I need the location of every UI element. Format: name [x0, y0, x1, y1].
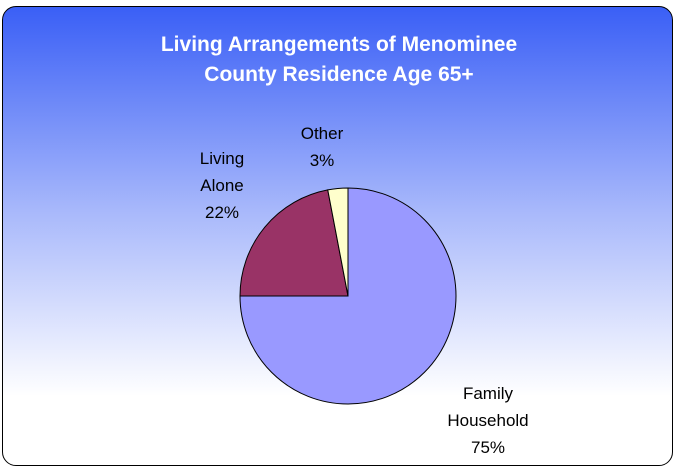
slice-label: Living Alone 22% [192, 145, 252, 226]
pie-slice [327, 187, 349, 297]
slice-value: 22% [204, 203, 240, 222]
chart-title: Living Arrangements of Menominee County … [160, 33, 518, 86]
title-box: Living Arrangements of Menominee County … [0, 30, 678, 90]
pie-slice [239, 187, 457, 405]
slice-label: Other 3% [292, 120, 352, 174]
slice-category: Other [300, 124, 344, 143]
slice-category: Family Household [447, 384, 529, 430]
slice-value: 75% [470, 438, 506, 457]
pie-slice [239, 189, 349, 297]
slice-label: Family Household 75% [443, 380, 533, 461]
slice-category: Living Alone [199, 149, 245, 195]
slice-value: 3% [309, 151, 335, 170]
